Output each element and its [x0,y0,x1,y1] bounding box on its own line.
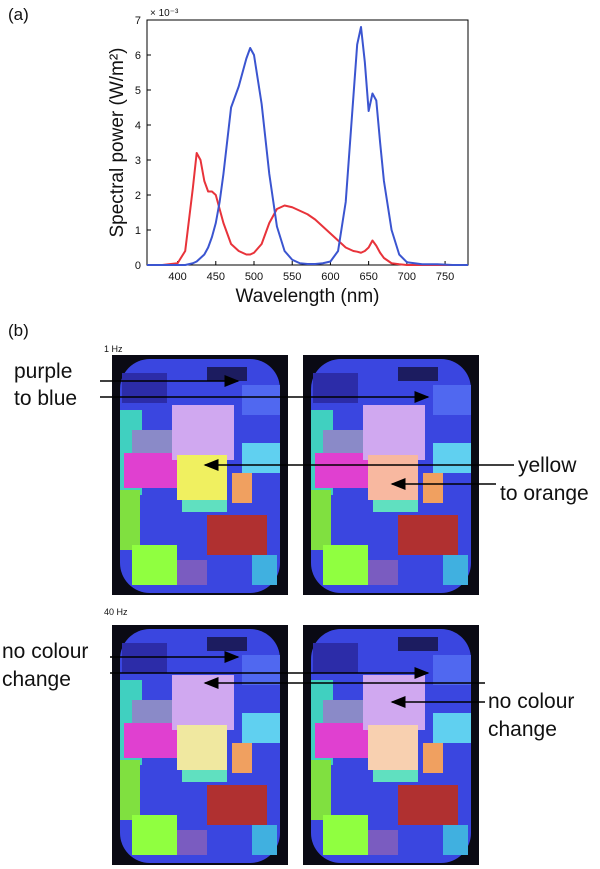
x-tick-label: 600 [321,271,339,283]
annotation: yellow [518,454,577,477]
x-tick-label: 700 [398,271,416,283]
y-axis-label: Spectral power (W/m²) [107,47,128,237]
annotation: to blue [14,387,77,410]
x-tick-label: 550 [283,271,301,283]
annotation: change [2,668,71,691]
annotation: purple [14,360,72,383]
series-line [147,26,468,266]
y-tick-label: 6 [135,50,141,62]
x-axis-label: Wavelength (nm) [236,286,380,307]
y-tick-label: 3 [135,155,141,167]
image [303,625,479,865]
y-tick-label: 4 [135,120,141,132]
series-line [147,152,468,266]
annotation: change [488,718,557,741]
y-tick-label: 7 [135,15,141,27]
x-tick-label: 400 [168,271,186,283]
x-tick-label: 750 [436,271,454,283]
y-tick-label: 1 [135,225,141,237]
panel-label: (a) [8,5,29,24]
plot-area: 400 450 500 550 600 650 700 750 0 1 2 3 4 5 6 7 × 10⁻³ Wa… [107,8,469,307]
x-tick-label: 650 [359,271,377,283]
frequency-label: 40 Hz [104,607,128,617]
image [112,625,288,865]
image [112,355,288,595]
axis-multiplier: × 10⁻³ [150,8,179,19]
annotation: no colour [488,690,574,713]
arrows [100,375,514,708]
axes-frame [146,19,469,266]
x-tick-label: 500 [245,271,263,283]
y-tick-label: 2 [135,190,141,202]
x-tick-label: 450 [207,271,225,283]
panel-label: (b) [8,321,29,340]
frequency-label: 1 Hz [104,344,123,354]
y-tick-label: 5 [135,85,141,97]
annotation: to orange [500,482,589,505]
image [303,355,479,595]
annotation: no colour [2,640,88,663]
y-tick-label: 0 [135,260,141,272]
